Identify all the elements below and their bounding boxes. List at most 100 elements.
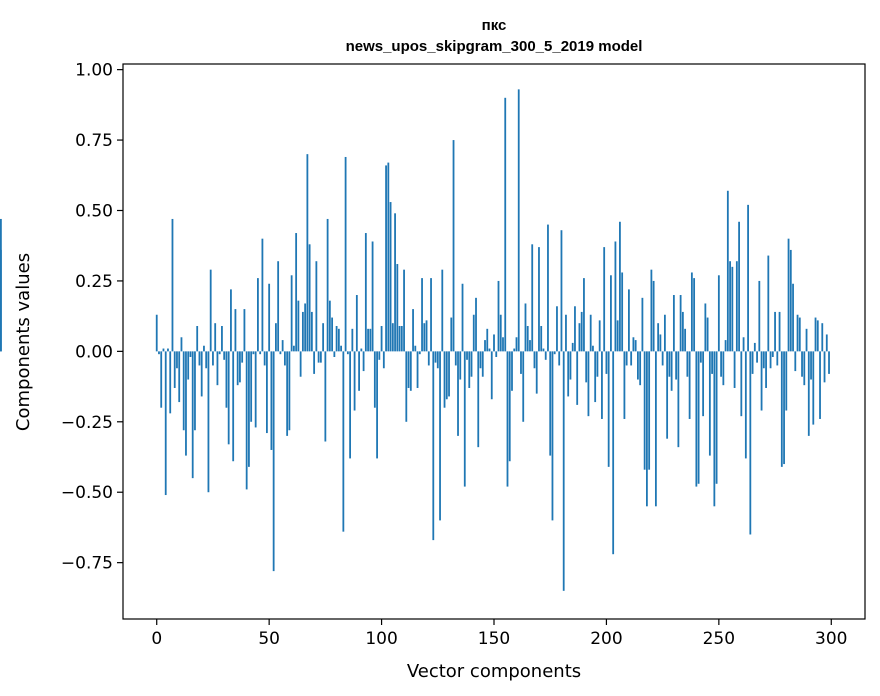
bar-235: [684, 328, 687, 352]
bar-148: [488, 348, 491, 352]
bar-39: [243, 309, 246, 352]
bar-107: [396, 264, 399, 352]
bar-240: [695, 351, 698, 487]
bar-7: [171, 218, 174, 352]
bar-259: [738, 221, 740, 352]
bar-115: [414, 345, 417, 352]
bar-23: [207, 351, 210, 493]
bar-267: [756, 351, 758, 363]
bar-105: [391, 323, 394, 352]
bar-132: [452, 140, 455, 352]
bar-4: [164, 351, 167, 496]
bar-171: [540, 326, 543, 352]
bar-289: [805, 328, 808, 352]
bar-199: [603, 247, 606, 352]
y-tick-label: −0.25: [61, 413, 113, 433]
bar-undefined: [0, 249, 2, 352]
bar-284: [794, 351, 797, 372]
bar-246: [708, 351, 711, 456]
bar-214: [637, 351, 639, 380]
bar-128: [443, 351, 446, 408]
bar-103: [387, 162, 390, 352]
bar-140: [470, 351, 473, 377]
bar-124: [434, 351, 437, 363]
bar-0: [155, 314, 158, 352]
bar-279: [783, 351, 785, 465]
bar-234: [681, 311, 684, 352]
bar-17: [194, 351, 196, 431]
bar-186: [574, 306, 576, 352]
bar-145: [481, 351, 484, 377]
bar-88: [353, 351, 356, 411]
x-tick-label: 200: [590, 629, 622, 649]
bar-244: [704, 303, 707, 352]
bar-57: [283, 351, 286, 366]
bar-263: [747, 204, 749, 352]
bar-288: [803, 351, 806, 386]
bar-120: [425, 320, 428, 352]
bar-36: [236, 351, 239, 386]
bar-80: [335, 326, 338, 352]
bar-18: [196, 326, 199, 352]
bar-47: [261, 238, 264, 352]
bar-54: [277, 261, 280, 352]
bar-172: [542, 348, 545, 352]
bar-178: [556, 306, 558, 352]
bar-69: [310, 311, 313, 352]
bar-67: [306, 154, 309, 352]
x-tick-label: 300: [815, 629, 847, 649]
bar-83: [342, 351, 345, 532]
bar-209: [625, 351, 628, 366]
bar-184: [569, 351, 572, 380]
bar-224: [659, 334, 662, 352]
bar-227: [666, 351, 669, 439]
bar-32: [227, 351, 230, 445]
bar-121: [427, 351, 430, 366]
bar-97: [373, 351, 376, 408]
bar-253: [724, 340, 727, 352]
bar-265: [751, 351, 754, 374]
bar-150: [493, 334, 495, 352]
bar-290: [807, 351, 810, 436]
bar-212: [632, 337, 635, 352]
bar-156: [506, 351, 509, 487]
x-tick-label: 0: [151, 629, 162, 649]
bar-9: [176, 351, 178, 369]
bar-144: [479, 351, 482, 369]
bar-35: [234, 309, 237, 352]
bar-203: [612, 351, 615, 555]
y-axis-ticks: −0.75 −0.50 −0.25 0.00 0.25 0.50 0.75 1.00: [61, 61, 123, 574]
bar-270: [762, 351, 765, 369]
bar-93: [364, 233, 367, 352]
bar-201: [607, 351, 610, 467]
y-tick-label: 0.25: [75, 272, 113, 292]
bar-296: [821, 323, 824, 352]
bar-118: [421, 278, 423, 352]
bar-218: [646, 351, 648, 507]
x-tick-label: 250: [703, 629, 735, 649]
bar-106: [394, 213, 396, 352]
bar-254: [726, 190, 729, 352]
bar-138: [466, 351, 468, 360]
bar-2: [160, 351, 163, 408]
bar-175: [549, 351, 552, 456]
bar-287: [801, 351, 803, 377]
bar-225: [661, 351, 664, 366]
bar-160: [515, 337, 518, 352]
bar-153: [499, 314, 502, 352]
y-tick-label: 1.00: [75, 61, 113, 81]
x-axis-ticks: 0 50 100 150 200 250 300: [151, 619, 847, 649]
bar-30: [223, 351, 226, 360]
bar-42: [250, 351, 253, 422]
bar-261: [742, 337, 745, 352]
bar-49: [266, 351, 268, 434]
bar-264: [749, 351, 752, 535]
bar-84: [344, 156, 347, 352]
bar-63: [297, 300, 300, 352]
bar-181: [562, 351, 565, 591]
bar-123: [432, 351, 435, 541]
bar-28: [218, 351, 221, 355]
y-tick-label: 0.75: [75, 131, 113, 151]
bar-295: [819, 351, 821, 419]
